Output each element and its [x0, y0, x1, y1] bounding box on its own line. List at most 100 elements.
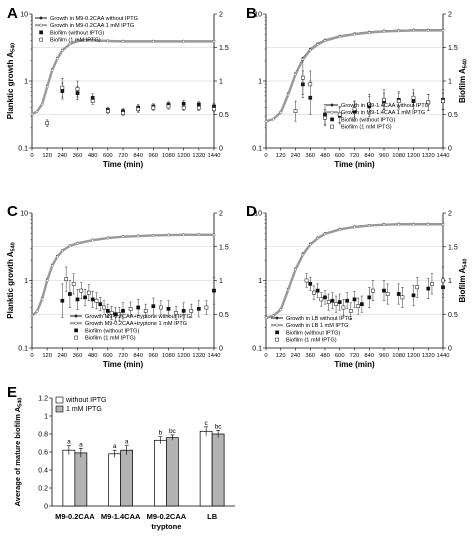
y-axis-label-right: Biofilm A540	[458, 259, 469, 303]
biofilm-point	[90, 297, 95, 302]
growth-point	[83, 39, 87, 42]
growth-point	[382, 223, 386, 227]
growth-point	[40, 102, 44, 106]
y-right-tick-label: 0.5	[448, 112, 458, 119]
legend-label: Growth in LB 1 mM IPTG	[286, 323, 348, 329]
y-left-tick-label: 0.1	[252, 146, 262, 153]
legend-label: Growth in LB without IPTG	[286, 316, 352, 322]
significance-letter: c	[205, 420, 209, 427]
growth-point	[91, 238, 94, 242]
y-right-tick-label: 0	[448, 346, 452, 353]
significance-letter: a	[67, 439, 71, 446]
x-tick-label: 1200	[177, 153, 190, 159]
x-tick-label: 720	[350, 153, 360, 159]
growth-point	[316, 237, 319, 240]
x-tick-label: 0	[30, 153, 33, 159]
biofilm-point	[308, 282, 313, 286]
growth-point	[45, 85, 49, 89]
x-tick-label: 0	[264, 353, 267, 359]
legend-marker	[275, 330, 279, 335]
x-tick-label: 600	[103, 153, 113, 159]
panel-title: B	[246, 5, 257, 22]
x-axis-label: Time (min)	[334, 360, 375, 369]
growth-point	[167, 233, 170, 237]
biofilm-point	[315, 288, 320, 293]
legend-swatch	[55, 396, 64, 404]
biofilm-point	[382, 288, 386, 293]
biofilm-point	[411, 293, 416, 298]
x-tick-label: 120	[42, 153, 52, 159]
biofilm-point-iptg	[60, 85, 65, 90]
biofilm-point-iptg	[312, 290, 316, 295]
x-tick-label: 1200	[177, 353, 190, 359]
y-right-tick-label: 2	[219, 12, 223, 19]
legend-label: Growth M9-0.2CAA+tryptone 1 mM IPTG	[85, 321, 187, 327]
significance-letter: a	[79, 441, 83, 448]
y-right-tick-label: 0	[448, 146, 452, 153]
growth-point	[264, 120, 268, 123]
growth-point	[35, 309, 39, 313]
bar	[108, 453, 121, 507]
biofilm-point-iptg	[75, 87, 80, 91]
legend-marker	[330, 103, 334, 107]
significance-letter: bc	[169, 428, 177, 435]
x-tick-label: 1080	[392, 353, 405, 359]
growth-point	[40, 297, 44, 301]
legend-marker	[275, 316, 279, 320]
biofilm-point-iptg	[79, 288, 84, 293]
growth-point	[323, 232, 327, 236]
growth-point	[272, 117, 275, 121]
biofilm-point-iptg	[385, 292, 390, 296]
growth-curve-line	[31, 39, 214, 115]
legend-label: Biofilm (without IPTG)	[50, 30, 105, 36]
growth-point	[412, 29, 415, 32]
bar	[154, 439, 167, 507]
panel-title: C	[7, 203, 18, 220]
growth-point	[279, 308, 283, 311]
legend-marker	[74, 314, 78, 318]
y-right-tick-label: 1	[219, 79, 223, 86]
biofilm-point-iptg	[181, 105, 186, 110]
legend-label: Growth in M9-1.4CAA without IPTG	[341, 103, 429, 109]
biofilm-point	[121, 309, 125, 313]
growth-point	[76, 242, 79, 245]
x-tick-label: 1080	[162, 153, 175, 159]
growth-point	[61, 49, 64, 52]
y-left-tick-label: 1	[24, 278, 28, 285]
biofilm-point	[337, 300, 342, 304]
biofilm-point-iptg	[166, 104, 171, 109]
growth-point	[316, 43, 319, 46]
biofilm-point-iptg	[117, 312, 122, 317]
x-tick-label: 240	[57, 153, 67, 159]
panel-title: E	[7, 384, 17, 401]
legend-marker	[275, 337, 279, 342]
biofilm-point	[345, 298, 349, 303]
legend-label: Biofilm (1 mM IPTG)	[341, 125, 392, 131]
legend-marker	[330, 124, 334, 129]
y-tick-label: 0.8	[38, 432, 48, 439]
legend-swatch	[55, 405, 64, 413]
biofilm-point	[367, 295, 372, 300]
x-tick-label: 240	[291, 353, 301, 359]
growth-point	[301, 253, 305, 257]
growth-point	[308, 243, 312, 246]
biofilm-point	[196, 307, 201, 311]
significance-letter: a	[125, 439, 129, 446]
x-tick-label: 120	[42, 353, 52, 359]
growth-point	[182, 233, 185, 237]
x-tick-label: 1200	[407, 153, 420, 159]
growth-point	[397, 223, 401, 226]
panel-D: D0 120 240 360 480 600 720 840 960 1080 1200 1320 14…	[246, 203, 469, 369]
legend-marker	[39, 30, 43, 35]
y-right-tick-label: 1	[448, 278, 452, 285]
growth-point	[50, 264, 54, 268]
x-tick-label: 360	[73, 353, 83, 359]
biofilm-point-iptg	[356, 304, 361, 308]
legend-label: 1 mM IPTG	[66, 406, 102, 413]
x-tick-label: 720	[118, 353, 128, 359]
biofilm-point	[323, 295, 327, 300]
legend-marker	[74, 328, 78, 333]
y-right-tick-label: 2	[448, 12, 452, 19]
legend-label: Biofilm (1 mM IPTG)	[286, 338, 337, 344]
growth-point	[121, 235, 125, 239]
